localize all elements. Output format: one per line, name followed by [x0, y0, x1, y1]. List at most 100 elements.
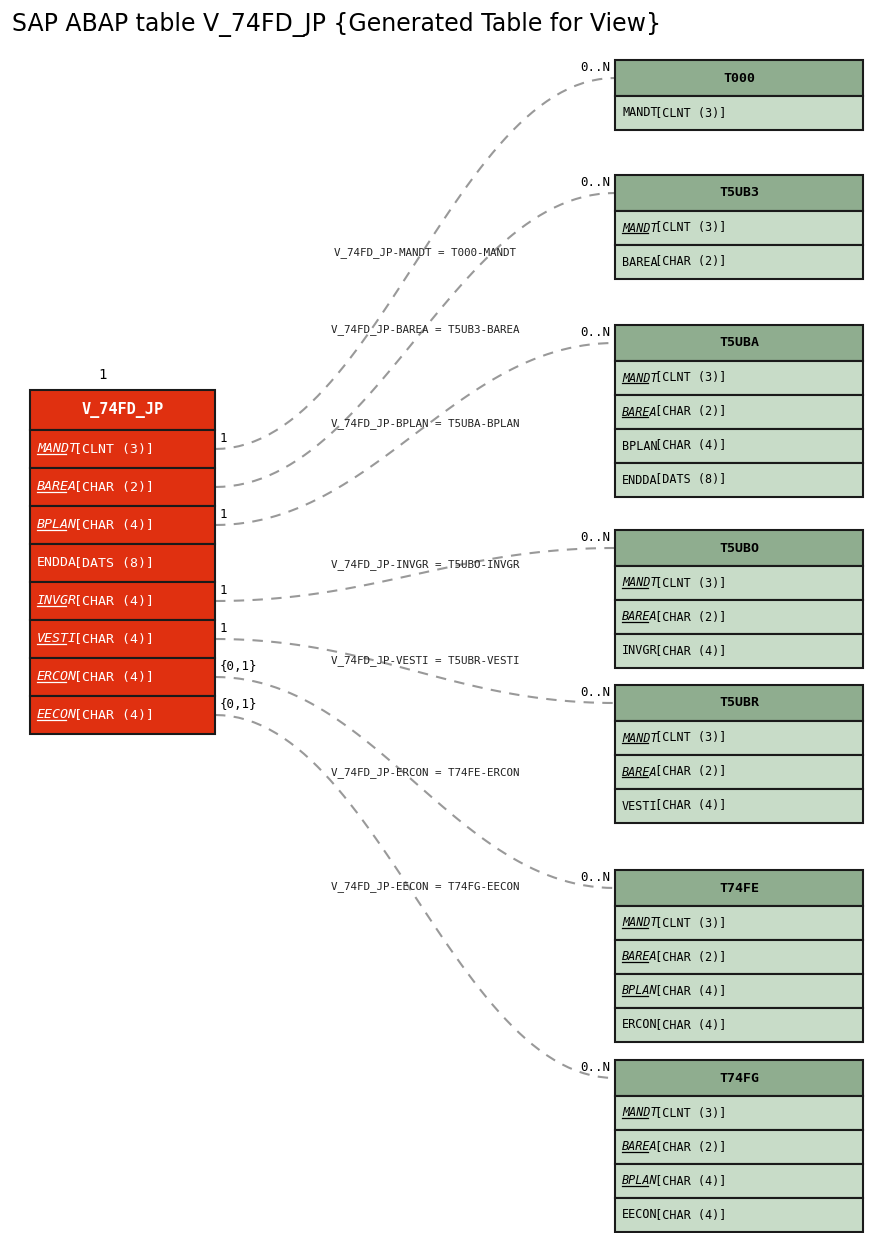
Text: 0..N: 0..N	[580, 60, 610, 74]
Text: [CHAR (2)]: [CHAR (2)]	[647, 766, 725, 778]
Bar	[615, 395, 863, 429]
Text: BAREA: BAREA	[622, 1141, 658, 1154]
Text: BPLAN: BPLAN	[622, 1175, 658, 1187]
Text: [CHAR (2)]: [CHAR (2)]	[647, 406, 725, 418]
Text: BAREA: BAREA	[622, 766, 658, 778]
Bar	[615, 1164, 863, 1198]
Text: [CLNT (3)]: [CLNT (3)]	[647, 577, 725, 589]
Text: 1: 1	[220, 432, 227, 445]
Bar	[615, 870, 863, 906]
Bar	[615, 1060, 863, 1096]
Text: MANDT: MANDT	[622, 106, 658, 120]
Text: BAREA: BAREA	[622, 951, 658, 963]
Bar	[30, 582, 215, 620]
Text: T5UBO: T5UBO	[719, 541, 759, 555]
Text: [CHAR (4)]: [CHAR (4)]	[647, 984, 725, 997]
Text: [CHAR (4)]: [CHAR (4)]	[66, 594, 154, 608]
Text: BAREA: BAREA	[622, 406, 658, 418]
Bar	[615, 211, 863, 245]
Text: 0..N: 0..N	[580, 1062, 610, 1074]
Bar	[615, 940, 863, 974]
Text: V_74FD_JP: V_74FD_JP	[82, 402, 163, 418]
Text: BAREA: BAREA	[622, 610, 658, 624]
Text: BAREA: BAREA	[37, 481, 77, 493]
Bar	[30, 390, 215, 430]
Bar	[615, 1009, 863, 1042]
Text: {0,1}: {0,1}	[220, 660, 258, 673]
Text: [CHAR (4)]: [CHAR (4)]	[647, 439, 725, 453]
Text: BPLAN: BPLAN	[37, 519, 77, 531]
Bar	[615, 600, 863, 634]
Text: MANDT: MANDT	[622, 916, 658, 930]
Bar	[615, 789, 863, 822]
Bar	[615, 1129, 863, 1164]
Text: [CHAR (4)]: [CHAR (4)]	[66, 519, 154, 531]
Text: 0..N: 0..N	[580, 686, 610, 699]
Text: 1: 1	[220, 584, 227, 597]
Text: [CHAR (4)]: [CHAR (4)]	[647, 1018, 725, 1032]
Bar	[30, 620, 215, 658]
Text: [CHAR (2)]: [CHAR (2)]	[647, 255, 725, 269]
Text: T5UBR: T5UBR	[719, 697, 759, 709]
Text: [CLNT (3)]: [CLNT (3)]	[66, 443, 154, 455]
Bar	[615, 686, 863, 721]
Text: 1: 1	[220, 508, 227, 522]
Text: [CHAR (4)]: [CHAR (4)]	[66, 671, 154, 683]
Bar	[30, 544, 215, 582]
Bar	[615, 175, 863, 211]
Text: MANDT: MANDT	[37, 443, 77, 455]
Bar	[615, 755, 863, 789]
Text: [CHAR (4)]: [CHAR (4)]	[66, 633, 154, 646]
Text: T5UB3: T5UB3	[719, 186, 759, 200]
Text: {0,1}: {0,1}	[220, 698, 258, 711]
Text: ENDDA: ENDDA	[622, 473, 658, 487]
Text: 1: 1	[99, 367, 107, 382]
Bar	[615, 429, 863, 464]
Text: VESTI: VESTI	[622, 799, 658, 813]
Text: SAP ABAP table V_74FD_JP {Generated Table for View}: SAP ABAP table V_74FD_JP {Generated Tabl…	[12, 12, 662, 37]
Text: [CLNT (3)]: [CLNT (3)]	[647, 106, 725, 120]
Text: 0..N: 0..N	[580, 326, 610, 339]
Text: INVGR: INVGR	[37, 594, 77, 608]
Text: V_74FD_JP-ERCON = T74FE-ERCON: V_74FD_JP-ERCON = T74FE-ERCON	[330, 767, 519, 778]
Bar	[30, 658, 215, 695]
Text: V_74FD_JP-INVGR = T5UBO-INVGR: V_74FD_JP-INVGR = T5UBO-INVGR	[330, 559, 519, 570]
Text: V_74FD_JP-EECON = T74FG-EECON: V_74FD_JP-EECON = T74FG-EECON	[330, 880, 519, 891]
Text: V_74FD_JP-VESTI = T5UBR-VESTI: V_74FD_JP-VESTI = T5UBR-VESTI	[330, 655, 519, 666]
Text: EECON: EECON	[37, 709, 77, 721]
Text: MANDT: MANDT	[622, 371, 658, 385]
Bar	[615, 96, 863, 129]
Bar	[615, 1198, 863, 1232]
Text: [CHAR (4)]: [CHAR (4)]	[647, 1208, 725, 1222]
Text: [CLNT (3)]: [CLNT (3)]	[647, 1106, 725, 1120]
Text: BPLAN: BPLAN	[622, 984, 658, 997]
Text: V_74FD_JP-BAREA = T5UB3-BAREA: V_74FD_JP-BAREA = T5UB3-BAREA	[330, 324, 519, 335]
Text: V_74FD_JP-BPLAN = T5UBA-BPLAN: V_74FD_JP-BPLAN = T5UBA-BPLAN	[330, 418, 519, 429]
Bar	[615, 361, 863, 395]
Bar	[615, 721, 863, 755]
Text: 0..N: 0..N	[580, 176, 610, 189]
Bar	[615, 974, 863, 1009]
Text: ERCON: ERCON	[622, 1018, 658, 1032]
Text: [CHAR (2)]: [CHAR (2)]	[647, 610, 725, 624]
Text: MANDT: MANDT	[622, 577, 658, 589]
Bar	[615, 530, 863, 566]
Text: MANDT: MANDT	[622, 222, 658, 234]
Bar	[30, 695, 215, 734]
Text: MANDT: MANDT	[622, 1106, 658, 1120]
Bar	[615, 1096, 863, 1129]
Text: MANDT: MANDT	[622, 731, 658, 745]
Bar	[30, 506, 215, 544]
Bar	[615, 60, 863, 96]
Text: [CHAR (4)]: [CHAR (4)]	[66, 709, 154, 721]
Bar	[615, 245, 863, 279]
Text: BPLAN: BPLAN	[622, 439, 658, 453]
Text: [DATS (8)]: [DATS (8)]	[647, 473, 725, 487]
Text: [CLNT (3)]: [CLNT (3)]	[647, 371, 725, 385]
Bar	[615, 566, 863, 600]
Text: 0..N: 0..N	[580, 870, 610, 884]
Bar	[615, 326, 863, 361]
Text: T74FE: T74FE	[719, 882, 759, 894]
Text: [CHAR (4)]: [CHAR (4)]	[647, 645, 725, 657]
Text: [CLNT (3)]: [CLNT (3)]	[647, 731, 725, 745]
